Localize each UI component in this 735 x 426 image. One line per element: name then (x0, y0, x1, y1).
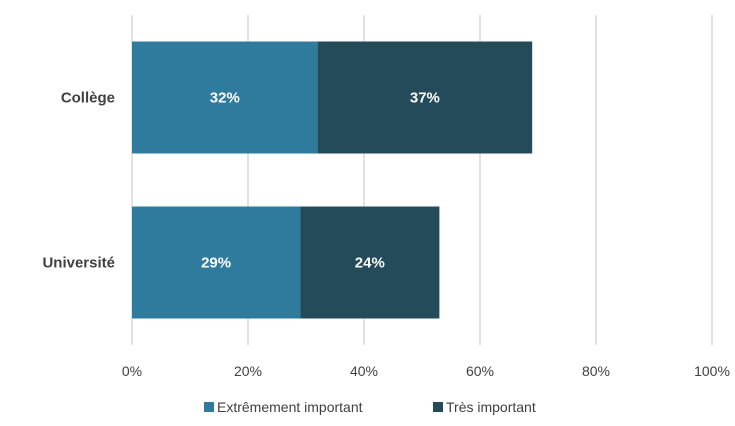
x-tick-label: 80% (582, 363, 610, 379)
x-tick-label: 0% (122, 363, 142, 379)
bar-segment (132, 41, 318, 154)
bars: 32% 37% 29% 24% (132, 41, 533, 319)
x-tick-label: 100% (694, 363, 730, 379)
data-label: 29% (201, 255, 231, 272)
x-tick-label: 40% (350, 363, 378, 379)
legend-label: Extrêmement important (217, 399, 363, 415)
legend: Extrêmement important Très important (204, 399, 536, 415)
bar-segment (317, 41, 533, 154)
x-tick-label: 20% (234, 363, 262, 379)
data-label: 32% (210, 90, 240, 107)
data-label: 24% (355, 255, 385, 272)
legend-swatch (204, 402, 214, 412)
data-label: 37% (410, 90, 440, 107)
legend-swatch (433, 402, 443, 412)
bar-segment (132, 206, 301, 319)
x-tick-label: 60% (466, 363, 494, 379)
axes: 0% 20% 40% 60% 80% 100% Collège Université (42, 90, 729, 380)
legend-label: Très important (446, 399, 536, 415)
category-label: Collège (61, 90, 115, 107)
bar-segment (300, 206, 440, 319)
category-label: Université (42, 255, 115, 272)
